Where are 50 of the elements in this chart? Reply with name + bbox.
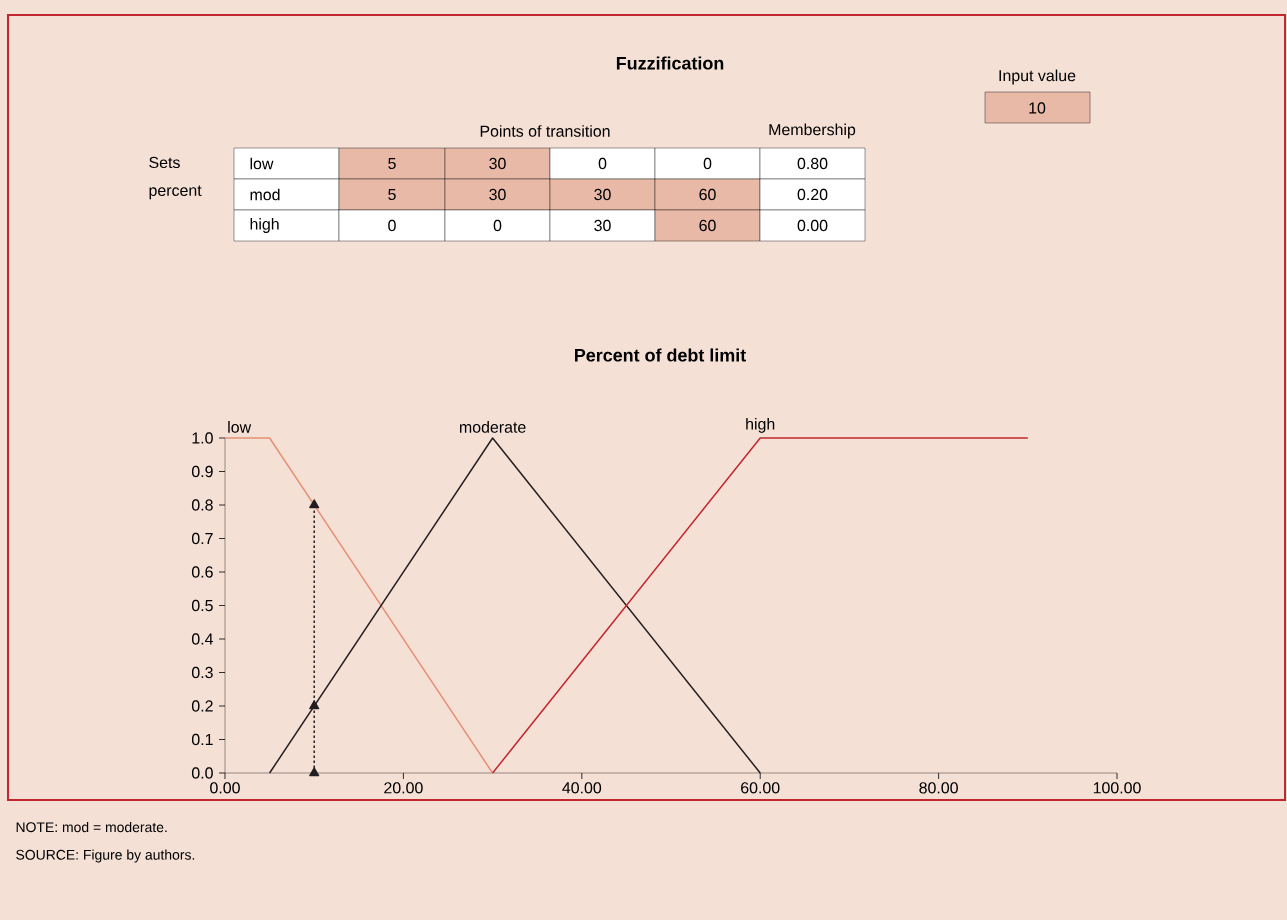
text: 60 — [699, 188, 716, 201]
source-note: SOURCE: Figure by authors. — [16, 849, 195, 863]
y-tick-label: 1.0 — [192, 432, 213, 444]
x-tick-label: 20.00 — [384, 782, 423, 794]
x-tick-label: 40.00 — [562, 782, 602, 794]
y-tick-label: 0.0 — [191, 767, 213, 779]
text: NOTE: mod = moderate. — [16, 821, 167, 833]
y-tick-label: 0.7 — [191, 532, 213, 545]
series-label: moderate — [460, 421, 526, 433]
text: 0 — [493, 219, 502, 232]
text: 30 — [594, 188, 611, 201]
text: low — [250, 157, 274, 170]
point — [309, 767, 320, 777]
text: Points of transition — [480, 125, 610, 137]
text: 60 — [699, 219, 716, 232]
y-tick-label: 0.2 — [191, 700, 213, 712]
x-tick-label: 100.00 — [1093, 782, 1141, 794]
text: 0.80 — [797, 157, 828, 170]
y-tick-label: 0.5 — [191, 599, 213, 612]
text: Fuzzification — [616, 56, 724, 70]
y-tick-label: 0.6 — [191, 566, 213, 578]
y-tick-label: 0.1 — [191, 733, 213, 746]
chart-title: Percent of debt limit — [575, 348, 746, 362]
text: 5 — [388, 188, 396, 201]
y-tick-label: 0.4 — [191, 633, 214, 645]
y-tick-label: 0.9 — [191, 465, 213, 478]
series-label: high — [746, 417, 775, 433]
x-tick-label: 80.00 — [919, 782, 958, 794]
x-tick-label: 0.00 — [210, 782, 240, 794]
text: 0.20 — [797, 188, 828, 201]
text: 0.00 — [797, 219, 828, 232]
text: Membership — [769, 123, 856, 139]
y-tick-label: 0.8 — [191, 499, 213, 511]
text: 30 — [594, 219, 611, 232]
point — [309, 700, 320, 710]
text: mod — [250, 188, 280, 201]
text: Sets percent — [149, 156, 202, 200]
text: 30 — [489, 157, 506, 170]
text: 5 — [388, 157, 396, 170]
series-label: low — [228, 421, 252, 433]
text: 10 — [1029, 102, 1046, 114]
text: 0 — [598, 157, 607, 170]
text: 30 — [489, 188, 506, 201]
text: high — [250, 218, 279, 233]
text: Input value — [999, 69, 1076, 85]
y-tick-label: 0.3 — [191, 666, 213, 679]
text: 0 — [388, 219, 396, 232]
point — [309, 499, 320, 509]
text: 0 — [703, 157, 712, 170]
x-tick-label: 60.00 — [741, 782, 780, 794]
